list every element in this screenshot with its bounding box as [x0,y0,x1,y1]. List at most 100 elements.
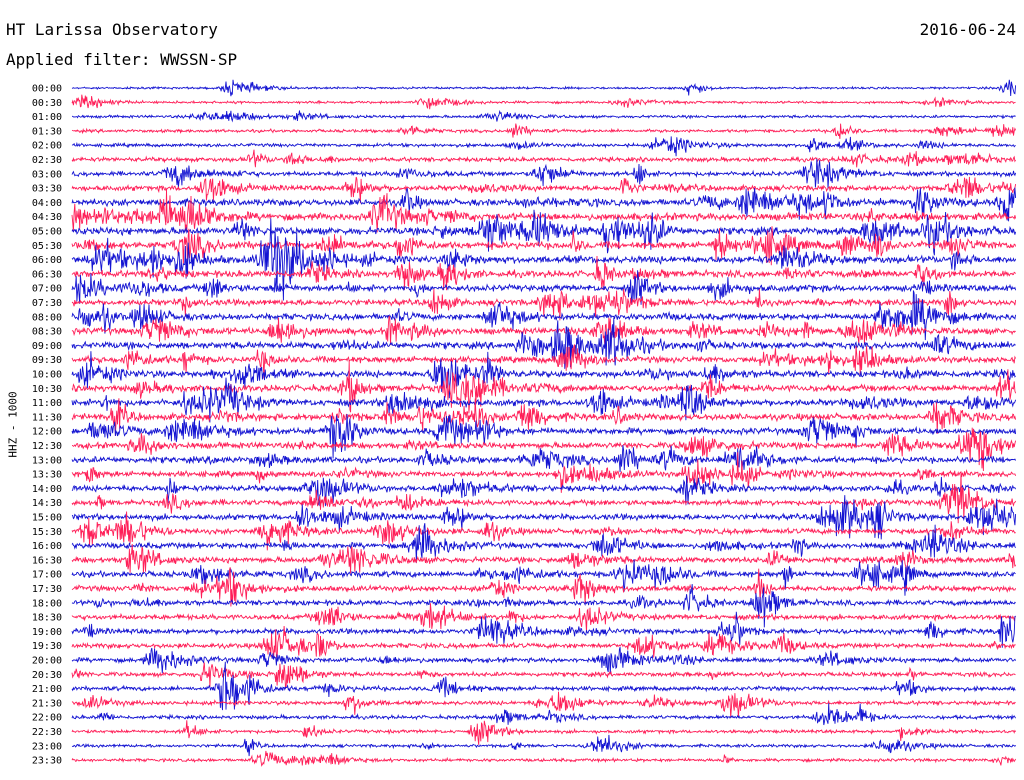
row-time-label: 18:00 [32,598,62,609]
trace-row-0300 [71,158,1017,190]
row-time-label: 12:00 [32,427,62,438]
trace-row-0430 [71,189,1017,233]
row-time-label: 02:30 [32,155,62,166]
trace-row-1230 [72,427,1017,472]
trace-row-1100 [71,377,1017,423]
row-time-label: 06:00 [32,255,62,266]
trace-row-0630 [71,255,1016,291]
row-time-label: 22:00 [32,713,62,724]
row-time-label: 05:00 [32,227,62,238]
trace-row-0030 [71,94,1016,110]
row-time-label: 17:30 [32,584,62,595]
trace-row-0800 [71,290,1017,341]
trace-row-2100 [71,661,1016,711]
trace-row-1700 [71,558,1016,596]
row-time-label: 13:30 [32,470,62,481]
row-time-label: 19:00 [32,627,62,638]
trace-row-2200 [71,703,1016,726]
trace-row-0200 [71,136,1016,157]
trace-row-0530 [71,226,1017,266]
trace-row-1400 [71,475,1017,507]
trace-row-1330 [71,452,1017,493]
trace-row-2130 [71,691,1016,718]
trace-row-0100 [72,109,1016,123]
trace-row-0730 [71,288,1017,321]
row-time-label: 15:00 [32,513,62,524]
row-time-label: 16:00 [32,541,62,552]
row-time-label: 04:30 [32,212,62,223]
trace-row-1730 [71,567,1017,607]
row-time-label: 23:30 [32,756,62,767]
row-time-label: 13:00 [32,455,62,466]
row-time-label: 20:30 [32,670,62,681]
row-time-label: 02:00 [32,141,62,152]
trace-row-1200 [71,414,1017,459]
row-time-label: 12:30 [32,441,62,452]
trace-row-0900 [71,317,1016,369]
row-time-label: 19:30 [32,641,62,652]
row-time-label: 16:30 [32,555,62,566]
trace-row-0600 [71,218,1017,301]
row-time-label: 09:00 [32,341,62,352]
trace-row-1800 [71,584,1016,628]
station-title: HT Larissa Observatory [6,20,218,39]
row-time-label: 21:30 [32,698,62,709]
row-time-label: 23:00 [32,741,62,752]
row-time-label: 20:00 [32,656,62,667]
row-time-label: 00:30 [32,98,62,109]
filter-label: Applied filter: WWSSN-SP [6,50,238,69]
trace-row-2230 [71,720,1016,745]
row-time-label: 08:30 [32,327,62,338]
trace-row-1530 [71,511,1016,551]
trace-row-1900 [71,611,1016,648]
trace-row-0830 [71,315,1016,346]
trace-row-0330 [71,176,1017,204]
row-time-label: 10:30 [32,384,62,395]
row-time-label: 15:30 [32,527,62,538]
row-time-label: 14:00 [32,484,62,495]
row-time-label: 04:00 [32,198,62,209]
trace-row-0130 [71,123,1017,139]
trace-row-2300 [71,734,1016,757]
row-time-label: 18:30 [32,613,62,624]
trace-row-0500 [71,209,1017,256]
trace-row-2000 [71,646,1017,675]
date-label: 2016-06-24 [919,20,1016,39]
trace-row-0400 [71,187,1017,222]
row-time-label: 14:30 [32,498,62,509]
trace-row-1600 [71,523,1016,563]
row-time-label: 17:00 [32,570,62,581]
trace-row-2330 [71,750,1017,767]
row-time-label: 07:30 [32,298,62,309]
trace-row-1830 [71,603,1016,633]
row-time-label: 03:30 [32,184,62,195]
row-time-label: 11:00 [32,398,62,409]
trace-row-0000 [71,79,1017,97]
trace-row-1000 [71,351,1016,399]
row-time-label: 11:30 [32,412,62,423]
trace-row-0700 [71,270,1017,305]
row-time-label: 01:30 [32,126,62,137]
trace-row-1300 [71,445,1017,473]
trace-row-2030 [71,662,1016,689]
trace-row-1130 [71,398,1017,437]
row-time-label: 09:30 [32,355,62,366]
row-time-label: 22:30 [32,727,62,738]
row-time-label: 00:00 [32,84,62,95]
trace-row-1500 [71,495,1017,540]
row-time-label: 21:00 [32,684,62,695]
row-time-label: 01:00 [32,112,62,123]
trace-row-1630 [71,543,1017,575]
row-time-label: 05:30 [32,241,62,252]
row-time-label: 07:00 [32,284,62,295]
row-time-label: 06:30 [32,269,62,280]
trace-row-0230 [71,149,1016,168]
row-time-label: 03:00 [32,169,62,180]
row-time-label: 08:00 [32,312,62,323]
trace-row-1430 [71,471,1017,524]
trace-row-1930 [71,625,1016,660]
trace-row-1030 [71,361,1017,414]
trace-row-0930 [71,343,1017,379]
row-time-label: 10:00 [32,370,62,381]
